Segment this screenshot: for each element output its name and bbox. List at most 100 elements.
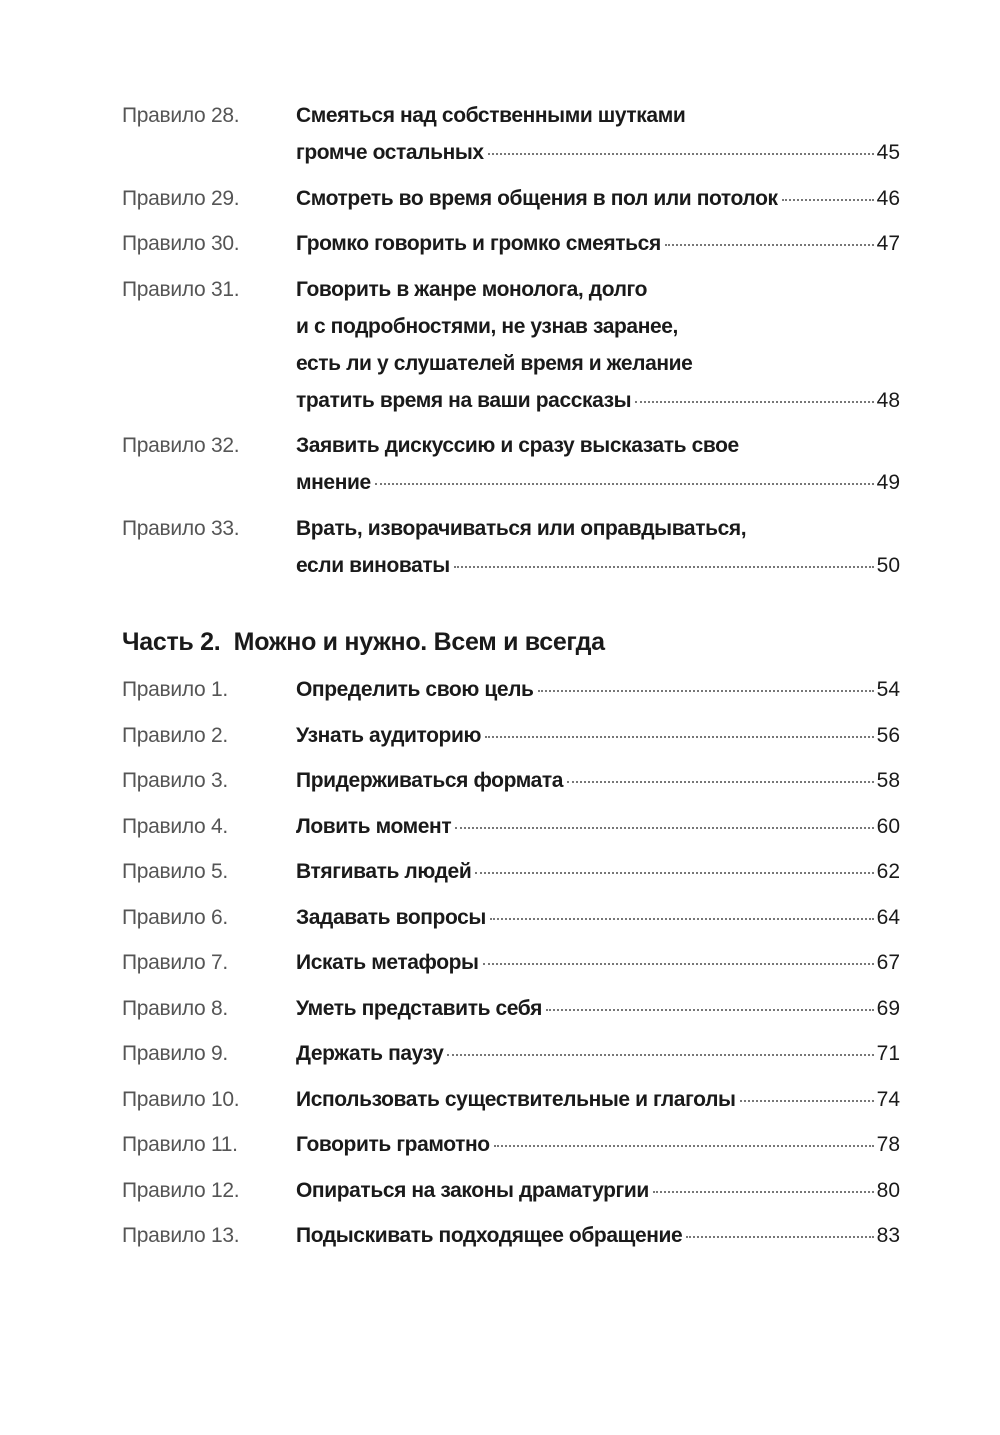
entry-title: Определить свою цель 54 [296,671,900,708]
page-number: 83 [876,1224,900,1247]
dot-leader [455,826,874,829]
toc-entry[interactable]: Правило 28. Смеяться над собственными шут… [122,97,900,171]
rule-number: Правило 29. [122,186,240,210]
title-line: если виноваты [296,553,450,577]
toc-entry[interactable]: Правило 3. Придерживаться формата 58 [122,762,900,799]
page-number: 54 [876,678,900,701]
toc-entry[interactable]: Правило 10. Использовать существительные … [122,1081,900,1118]
entry-title: Заявить дискуссию и сразу высказать свое… [296,427,900,501]
title-line: есть ли у слушателей время и желание [296,351,693,375]
title-line: Использовать существительные и глаголы [296,1087,736,1111]
title-line: Говорить грамотно [296,1133,490,1156]
title-line: Говорить в жанре монолога, долго [296,277,648,301]
title-line: Опираться на законы драматургии [296,1178,649,1202]
toc-entry[interactable]: Правило 32. Заявить дискуссию и сразу выс… [122,427,900,501]
page-number: 56 [876,723,900,747]
dot-leader [781,198,874,201]
page-number: 69 [876,996,900,1020]
rule-number: Правило 8. [122,996,228,1020]
toc-entry[interactable]: Правило 30. Громко говорить и громко смея… [122,225,900,262]
page-number: 62 [876,860,900,883]
title-line: Врать, изворачиваться или оправдываться, [296,516,747,540]
dot-leader [447,1054,874,1056]
page-number: 74 [876,1087,900,1111]
dot-leader [545,1008,874,1011]
rule-number: Правило 4. [122,814,228,838]
toc-entry[interactable]: Правило 33. Врать, изворачиваться или опр… [122,510,900,584]
dot-leader [686,1236,874,1238]
title-line: мнение [296,471,371,494]
toc-entry[interactable]: Правило 6. Задавать вопросы 64 [122,899,900,936]
toc-entry[interactable]: Правило 31. Говорить в жанре монолога, до… [122,271,900,419]
title-line: Ловить момент [296,814,452,838]
entry-title: Узнать аудиторию 56 [296,717,900,754]
page-number: 45 [876,141,900,164]
title-line: Искать метафоры [296,951,479,974]
page-number: 47 [876,232,900,255]
title-line: Узнать аудиторию [296,723,482,747]
toc-entry[interactable]: Правило 5. Втягивать людей 62 [122,853,900,890]
toc-entry[interactable]: Правило 8. Уметь представить себя 69 [122,990,900,1027]
page-number: 58 [876,769,900,792]
rule-number: Правило 28. [122,104,240,127]
page-number: 67 [876,951,900,974]
dot-leader [453,565,874,568]
title-line: Смеяться над собственными шутками [296,104,686,127]
page-number: 71 [876,1042,900,1065]
dot-leader [475,872,874,874]
title-line: Громко говорить и громко смеяться [296,232,661,255]
title-line: Придерживаться формата [296,769,564,792]
title-line: Смотреть во время общения в пол или пото… [296,186,778,210]
title-line: громче остальных [296,141,484,164]
page-number: 60 [876,814,900,838]
toc-entry[interactable]: Правило 1. Определить свою цель 54 [122,671,900,708]
rule-number: Правило 10. [122,1087,240,1111]
page-number: 49 [876,471,900,494]
toc-entry[interactable]: Правило 9. Держать паузу 71 [122,1035,900,1072]
dot-leader [652,1190,874,1193]
rule-number: Правило 33. [122,516,240,540]
toc-entry[interactable]: Правило 29. Смотреть во время общения в п… [122,180,900,217]
toc-entry[interactable]: Правило 7. Искать метафоры 67 [122,944,900,981]
dot-leader [635,400,874,403]
entry-title: Придерживаться формата 58 [296,762,900,799]
title-line: Определить свою цель [296,678,534,701]
dot-leader [664,244,874,246]
entry-title: Смотреть во время общения в пол или пото… [296,180,900,217]
rule-number: Правило 30. [122,232,240,255]
dot-leader [487,153,874,155]
rule-number: Правило 6. [122,905,228,929]
toc-entry[interactable]: Правило 12. Опираться на законы драматург… [122,1172,900,1209]
page-number: 64 [876,905,900,929]
dot-leader [493,1145,874,1147]
entry-title: Уметь представить себя 69 [296,990,900,1027]
page-number: 46 [876,186,900,210]
entry-title: Говорить в жанре монолога, долго и с подр… [296,271,900,419]
toc-entry[interactable]: Правило 11. Говорить грамотно 78 [122,1126,900,1163]
entry-title: Ловить момент 60 [296,808,900,845]
rule-number: Правило 3. [122,769,228,792]
entry-title: Втягивать людей 62 [296,853,900,890]
rule-number: Правило 7. [122,951,228,974]
dot-leader [537,690,874,692]
title-line: и с подробностями, не узнав заранее, [296,314,678,338]
title-line: Подыскивать подходящее обращение [296,1224,683,1247]
toc-entry[interactable]: Правило 13. Подыскивать подходящее обраще… [122,1217,900,1254]
dot-leader [489,917,874,920]
title-line: Задавать вопросы [296,905,486,929]
title-line: Втягивать людей [296,860,472,883]
entry-title: Смеяться над собственными шутками громче … [296,97,900,171]
entry-title: Громко говорить и громко смеяться 47 [296,225,900,262]
entry-title: Держать паузу 71 [296,1035,900,1072]
entry-title: Врать, изворачиваться или оправдываться,… [296,510,900,584]
toc-part-2-list: Правило 1. Определить свою цель 54 Правило … [122,671,900,1263]
title-line: тратить время на ваши рассказы [296,388,632,412]
toc-entry[interactable]: Правило 2. Узнать аудиторию 56 [122,717,900,754]
rule-number: Правило 9. [122,1042,228,1065]
rule-number: Правило 13. [122,1224,240,1247]
rule-number: Правило 32. [122,434,240,457]
entry-title: Подыскивать подходящее обращение 83 [296,1217,900,1254]
page-number: 78 [876,1133,900,1156]
entry-title: Говорить грамотно 78 [296,1126,900,1163]
toc-entry[interactable]: Правило 4. Ловить момент 60 [122,808,900,845]
